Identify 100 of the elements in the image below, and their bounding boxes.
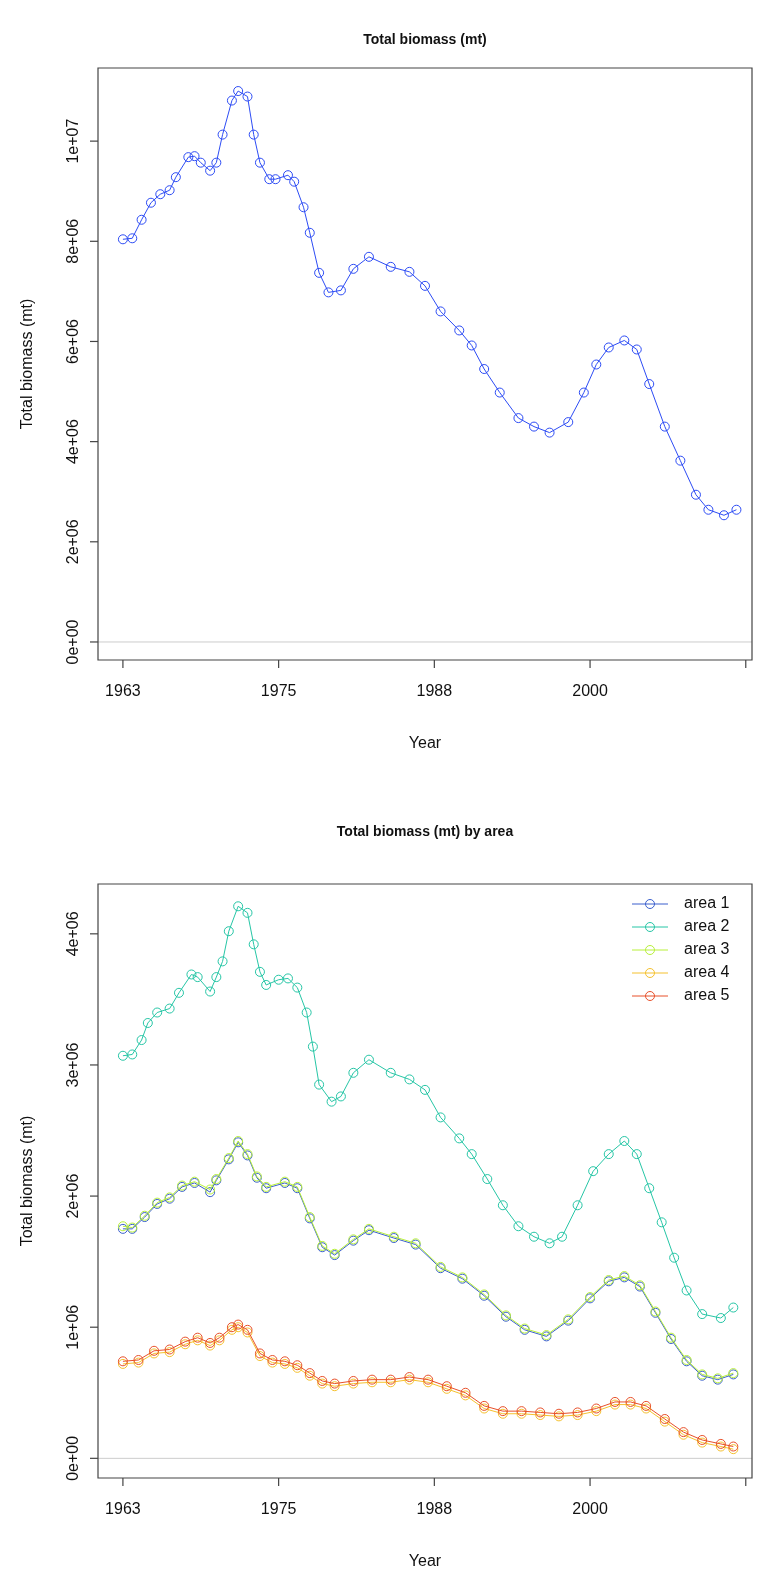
point: [248, 129, 259, 140]
point: [697, 1309, 708, 1320]
point: [497, 1200, 508, 1211]
point: [233, 901, 244, 912]
point: [192, 972, 203, 983]
x-axis-title: Year: [408, 1552, 442, 1570]
point: [301, 1007, 312, 1018]
point: [454, 1133, 465, 1144]
point: [142, 1017, 153, 1028]
point: [482, 1174, 493, 1185]
point: [513, 413, 524, 424]
y-tick-label: 1e+06: [64, 1304, 82, 1350]
point: [298, 202, 309, 213]
point: [385, 1067, 396, 1078]
legend-label: area 3: [684, 940, 730, 958]
point: [513, 1221, 524, 1232]
point: [211, 157, 222, 168]
point: [145, 197, 156, 208]
point: [731, 504, 742, 515]
point: [644, 1183, 655, 1194]
point: [435, 1112, 446, 1123]
point: [544, 1238, 555, 1249]
y-tick-label: 2e+06: [64, 519, 82, 565]
y-tick-label: 0e+00: [64, 619, 82, 665]
point: [529, 1231, 539, 1242]
y-tick-label: 8e+06: [64, 218, 82, 264]
point: [348, 1067, 359, 1078]
point: [155, 189, 166, 200]
point: [603, 1149, 614, 1160]
y-tick-label: 6e+06: [64, 318, 82, 364]
point: [314, 1079, 325, 1090]
point: [644, 379, 655, 390]
y-tick-label: 4e+06: [64, 911, 82, 957]
point: [563, 417, 574, 428]
point: [183, 152, 194, 163]
point: [420, 1084, 430, 1095]
point: [273, 974, 284, 985]
point: [282, 973, 293, 984]
point: [335, 285, 346, 296]
point: [164, 185, 175, 196]
y-tick-label: 3e+06: [64, 1042, 82, 1088]
point: [117, 234, 128, 245]
y-axis-title: Total biomass (mt): [18, 1115, 36, 1247]
chart-title: Total biomass (mt) by area: [336, 822, 514, 839]
point: [659, 421, 670, 432]
legend-label: area 4: [684, 963, 730, 981]
point: [420, 280, 430, 291]
y-tick-label: 2e+06: [64, 1173, 82, 1219]
point: [223, 926, 234, 937]
point: [136, 1035, 147, 1046]
point: [170, 172, 181, 183]
point: [254, 157, 265, 168]
legend-label: area 2: [684, 917, 730, 935]
y-tick-label: 1e+07: [64, 118, 82, 164]
point: [591, 359, 602, 370]
point: [557, 1231, 568, 1242]
point: [205, 986, 216, 997]
point: [572, 1200, 583, 1211]
point: [578, 387, 589, 398]
point: [494, 387, 505, 398]
point: [261, 979, 272, 990]
point: [326, 1096, 337, 1107]
point: [675, 455, 686, 466]
point: [164, 1003, 175, 1014]
point: [307, 1041, 318, 1052]
point: [728, 1302, 739, 1313]
point: [292, 982, 303, 993]
point: [529, 421, 539, 432]
point: [127, 233, 138, 244]
point: [348, 263, 359, 274]
point: [136, 214, 147, 225]
point: [173, 987, 184, 998]
point: [211, 972, 222, 983]
point: [282, 170, 293, 181]
legend-label: area 1: [684, 894, 730, 912]
point: [264, 174, 275, 185]
point: [242, 91, 253, 102]
point: [233, 86, 244, 97]
y-tick-label: 0e+00: [64, 1435, 82, 1481]
x-tick-label: 1988: [416, 1500, 453, 1518]
point: [466, 1149, 477, 1160]
point: [385, 261, 396, 272]
point: [335, 1091, 346, 1102]
point: [226, 95, 237, 106]
point: [404, 266, 415, 277]
point: [304, 227, 315, 238]
point: [363, 1054, 374, 1065]
point: [404, 1074, 415, 1085]
x-tick-label: 1975: [260, 1500, 297, 1518]
point: [656, 1217, 667, 1228]
point: [690, 489, 701, 500]
point: [669, 1252, 680, 1263]
y-axis-title: Total biomass (mt): [18, 298, 36, 430]
point: [619, 1136, 630, 1147]
point: [363, 251, 374, 262]
point: [152, 1007, 163, 1018]
point: [603, 342, 614, 353]
x-tick-label: 1963: [105, 1500, 141, 1518]
point: [454, 325, 465, 336]
point: [217, 129, 228, 140]
